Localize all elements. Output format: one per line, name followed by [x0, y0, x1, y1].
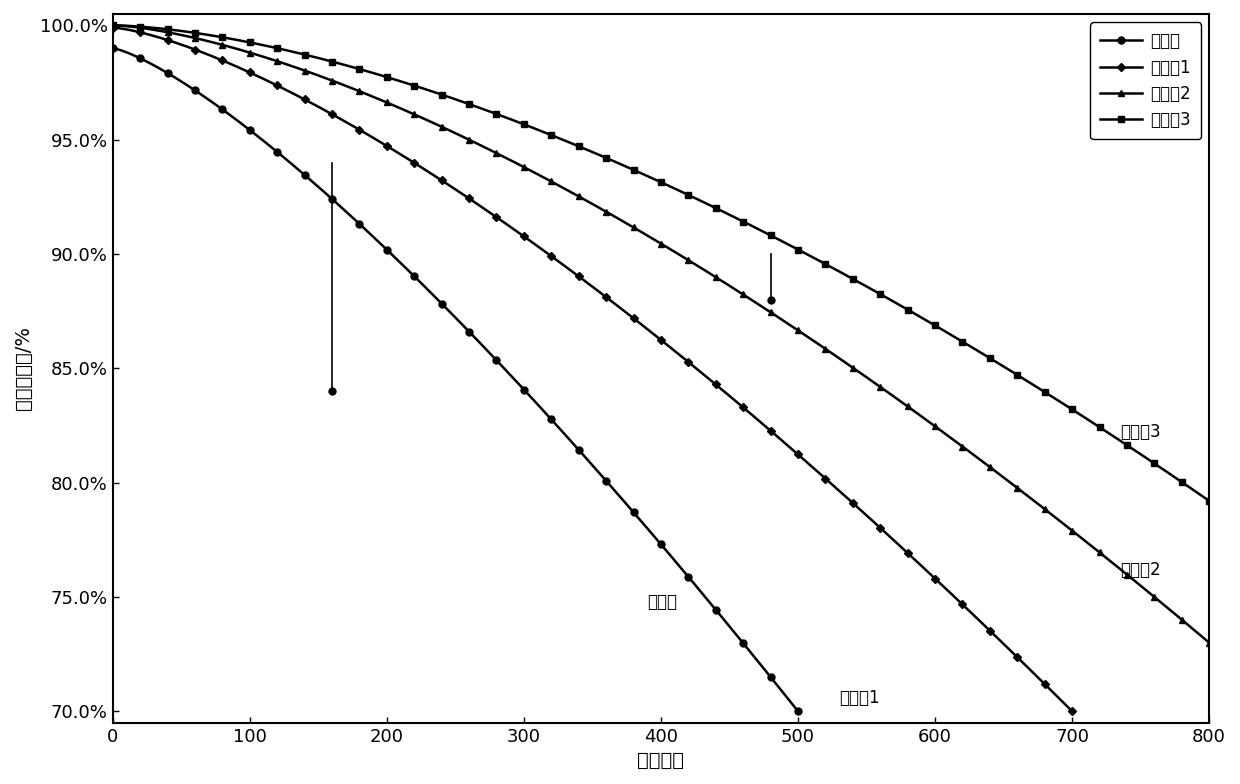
Text: 实施例3: 实施例3 — [1120, 423, 1161, 441]
Legend: 对比例, 实施例1, 实施例2, 实施例3: 对比例, 实施例1, 实施例2, 实施例3 — [1090, 22, 1200, 140]
实施例2 — [394, 104, 409, 114]
X-axis label: 循环周次: 循环周次 — [637, 751, 684, 770]
实施例1 — [250, 71, 265, 81]
实施例3 — [799, 249, 813, 259]
实施例2 — [253, 51, 268, 60]
实施例3 — [1202, 496, 1216, 506]
对比例 — [355, 222, 370, 231]
Line: 对比例: 对比例 — [109, 45, 801, 715]
Y-axis label: 容量保持率/%: 容量保持率/% — [14, 326, 33, 410]
实施例1 — [498, 219, 513, 228]
实施例3 — [604, 155, 619, 165]
实施例3 — [253, 40, 268, 49]
对比例 — [547, 418, 562, 427]
实施例2 — [799, 331, 813, 340]
Text: 实施例1: 实施例1 — [839, 688, 879, 706]
实施例2 — [1202, 638, 1216, 648]
实施例3 — [1190, 488, 1205, 498]
Text: 实施例2: 实施例2 — [1120, 561, 1161, 579]
实施例2 — [604, 210, 619, 220]
实施例3 — [394, 77, 409, 86]
对比例 — [304, 176, 319, 186]
实施例1 — [926, 572, 941, 582]
实施例2 — [105, 20, 120, 30]
Line: 实施例1: 实施例1 — [110, 25, 1075, 714]
实施例1 — [262, 77, 277, 86]
实施例1 — [807, 464, 822, 474]
实施例1 — [877, 527, 892, 536]
对比例 — [554, 426, 569, 436]
Line: 实施例3: 实施例3 — [109, 22, 1213, 504]
实施例1 — [1065, 706, 1080, 716]
实施例2 — [265, 55, 280, 64]
实施例3 — [265, 42, 280, 52]
Text: 对比例: 对比例 — [647, 593, 677, 611]
对比例 — [791, 706, 806, 716]
Line: 实施例2: 实施例2 — [110, 23, 1211, 645]
实施例1 — [105, 23, 120, 32]
对比例 — [105, 43, 120, 53]
实施例2 — [1190, 629, 1205, 638]
对比例 — [275, 152, 290, 162]
实施例3 — [105, 20, 120, 30]
对比例 — [672, 562, 687, 572]
